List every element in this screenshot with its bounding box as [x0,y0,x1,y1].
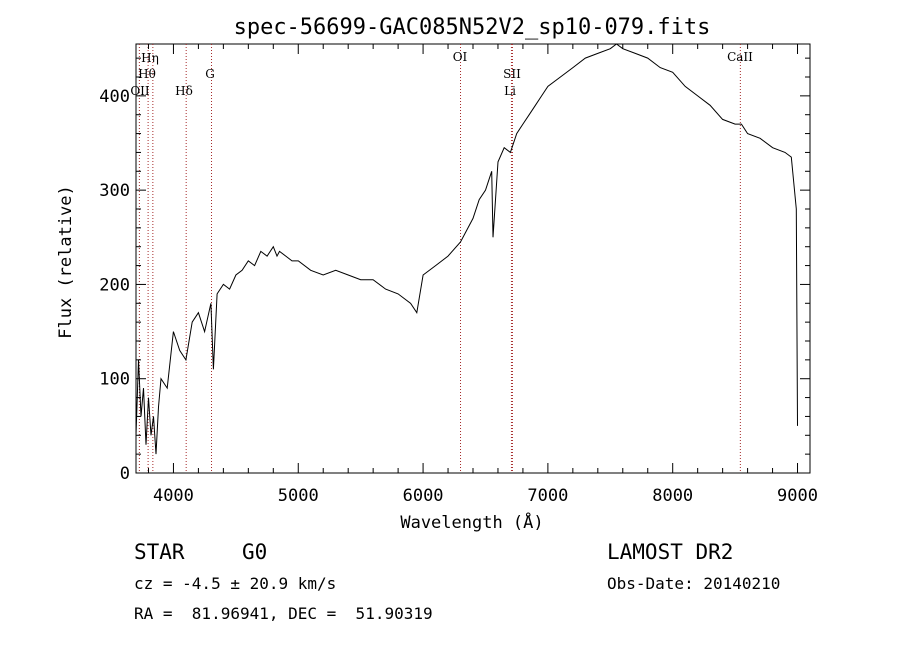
chart-title: spec-56699-GAC085N52V2_sp10-079.fits [234,15,711,40]
x-tick-label: 5000 [278,486,319,506]
object-type: STAR [134,540,185,564]
survey-name: LAMOST DR2 [607,540,734,564]
spectral-line-label: Hδ [175,84,193,98]
spectral-line-label: Li [504,84,516,98]
y-axis-label: Flux (relative) [56,185,76,339]
x-tick-label: 6000 [403,486,444,506]
spectral-line-markers [138,44,741,473]
coordinates: RA = 81.96941, DEC = 51.90319 [134,604,433,623]
y-tick-label: 400 [99,87,130,107]
spectral-subclass: G0 [242,540,268,564]
y-tick-label: 0 [120,464,130,484]
y-tick-label: 100 [99,370,130,390]
spectral-line-label: SII [503,67,521,81]
y-axis-ticks: 0 100 200 300 400 [99,57,810,484]
spectral-line-label: OII [130,84,150,98]
spectral-line-labels: Hη Hθ OII Hδ G OI SII Li CaII [130,50,753,98]
spectral-line-label: Hθ [138,67,156,81]
y-tick-label: 300 [99,181,130,201]
spectral-line-label: G [205,67,215,81]
spectral-line-label: Hη [141,51,159,65]
y-tick-label: 200 [99,275,130,295]
x-tick-label: 8000 [652,486,693,506]
x-tick-label: 4000 [153,486,194,506]
plot-frame [135,43,811,474]
x-tick-label: 7000 [527,486,568,506]
x-axis-label: Wavelength (Å) [400,511,543,533]
redshift-value: cz = -4.5 ± 20.9 km/s [134,574,337,593]
spectrum-line [135,43,798,455]
x-tick-label: 9000 [777,486,818,506]
x-axis-ticks: 4000 5000 6000 7000 8000 9000 [147,44,818,506]
spectral-line-label: CaII [727,50,753,64]
spectral-line-label: OI [453,50,468,64]
observation-date: Obs-Date: 20140210 [607,574,781,593]
